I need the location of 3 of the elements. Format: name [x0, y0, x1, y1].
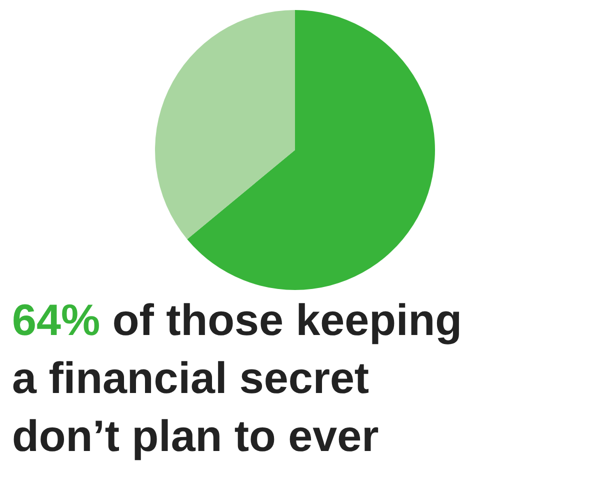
- text: 64% of those keeping a financial secret don’t plan to ever: [12, 296, 462, 461]
- pie-slice: [155, 10, 295, 240]
- pie-slice: [187, 10, 435, 290]
